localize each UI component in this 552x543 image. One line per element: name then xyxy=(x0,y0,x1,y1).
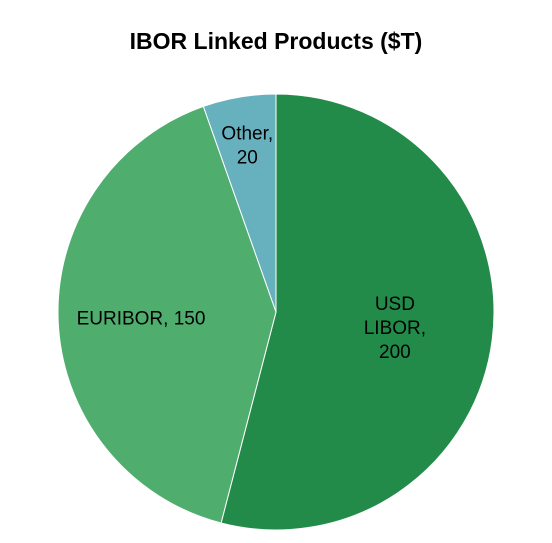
slice-label-other: Other, 20 xyxy=(221,123,273,168)
pie-labels: USD LIBOR, 200 EURIBOR, 150 Other, 20 xyxy=(77,123,426,363)
pie-slice-other xyxy=(202,93,277,313)
chart-title: IBOR Linked Products ($T) xyxy=(129,28,423,54)
slice-label-usd-libor: USD LIBOR, 200 xyxy=(364,294,426,363)
pie-slices xyxy=(57,93,495,531)
slice-label-euribor: EURIBOR, 150 xyxy=(77,309,206,330)
pie-slice-usd-libor xyxy=(220,93,495,531)
pie-slice-euribor xyxy=(57,105,277,524)
